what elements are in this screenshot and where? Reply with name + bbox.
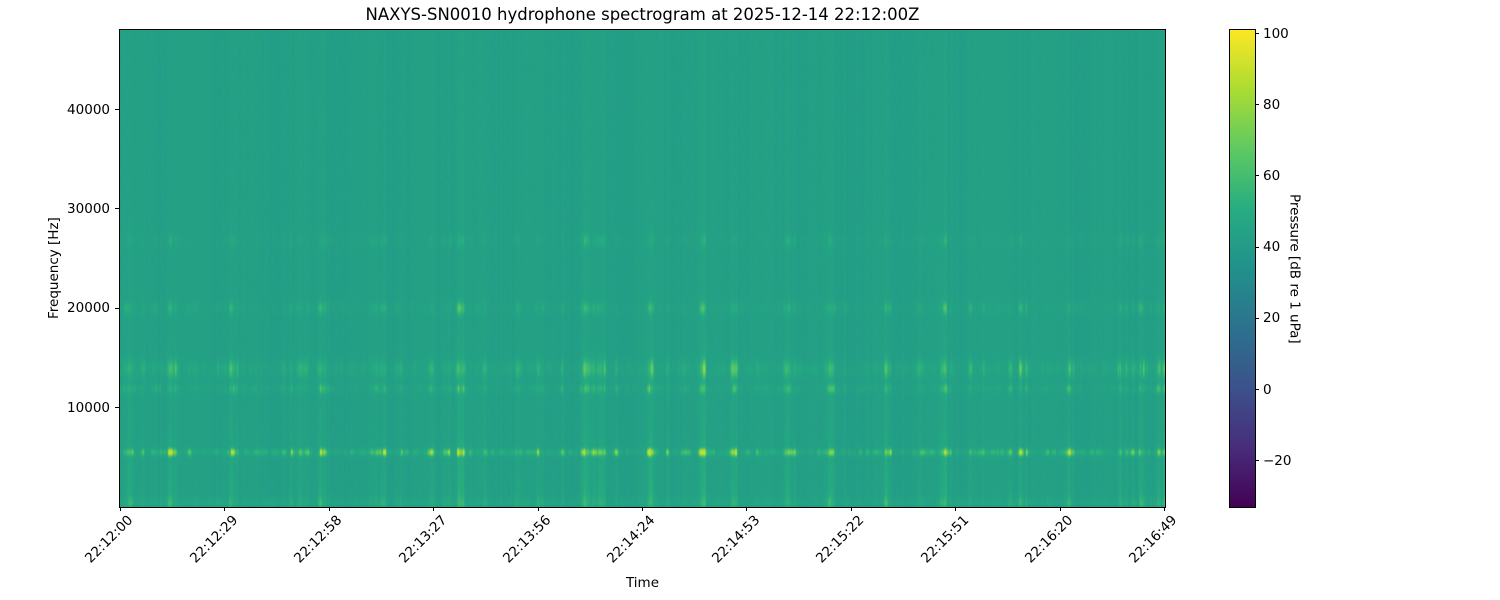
x-tick-mark [224, 507, 226, 511]
y-tick-mark [115, 109, 119, 110]
colorbar-tick-mark [1255, 175, 1259, 177]
x-tick-label: 22:15:51 [917, 512, 972, 567]
y-tick-label: 10000 [67, 399, 110, 416]
colorbar-tick-mark [1255, 460, 1259, 462]
colorbar-tick-mark [1255, 389, 1259, 391]
colorbar-tick-label: 60 [1263, 167, 1281, 184]
colorbar-gradient [1230, 30, 1255, 507]
colorbar-tick-label: 0 [1263, 381, 1272, 398]
x-tick-label: 22:15:22 [813, 512, 868, 567]
colorbar-tick-label: −20 [1263, 452, 1292, 469]
x-tick-label: 22:12:00 [82, 512, 137, 567]
x-tick-mark [1059, 507, 1061, 511]
y-tick-mark [115, 407, 119, 409]
x-tick-mark [1164, 507, 1165, 511]
colorbar-tick-label: 20 [1263, 310, 1281, 327]
x-tick-label: 22:16:20 [1022, 512, 1077, 567]
colorbar-tick-mark [1255, 246, 1259, 248]
colorbar-tick-mark [1255, 104, 1259, 106]
x-tick-mark [746, 507, 748, 511]
colorbar-tick-label: 80 [1263, 96, 1281, 113]
x-tick-mark [642, 507, 643, 511]
x-tick-label: 22:14:24 [604, 512, 659, 567]
x-tick-mark [433, 507, 435, 511]
y-tick-label: 40000 [67, 101, 110, 118]
y-tick-label: 20000 [67, 300, 110, 317]
x-tick-label: 22:14:53 [708, 512, 764, 567]
x-tick-mark [120, 507, 121, 511]
x-tick-label: 22:12:58 [291, 512, 346, 567]
x-tick-label: 22:16:49 [1126, 512, 1181, 567]
spectrogram-image [120, 30, 1165, 507]
colorbar-tick-label: 40 [1263, 239, 1281, 256]
x-tick-mark [955, 507, 957, 511]
chart-title: NAXYS-SN0010 hydrophone spectrogram at 2… [365, 5, 920, 24]
colorbar-tick-mark [1255, 317, 1259, 319]
plot-area [119, 29, 1166, 508]
y-tick-mark [115, 307, 119, 309]
x-tick-mark [328, 507, 330, 511]
y-tick-label: 30000 [67, 200, 110, 217]
x-tick-label: 22:12:29 [186, 512, 242, 567]
colorbar-tick-label: 100 [1263, 25, 1289, 42]
colorbar [1229, 29, 1256, 508]
x-tick-mark [537, 507, 539, 511]
x-tick-label: 22:13:27 [395, 512, 450, 567]
colorbar-label: Pressure [dB re 1 uPa] [1286, 193, 1303, 344]
x-axis-label: Time [625, 575, 660, 591]
colorbar-tick-mark [1255, 33, 1259, 35]
y-tick-mark [115, 208, 119, 210]
x-tick-label: 22:13:56 [500, 512, 555, 567]
x-tick-mark [850, 507, 852, 511]
